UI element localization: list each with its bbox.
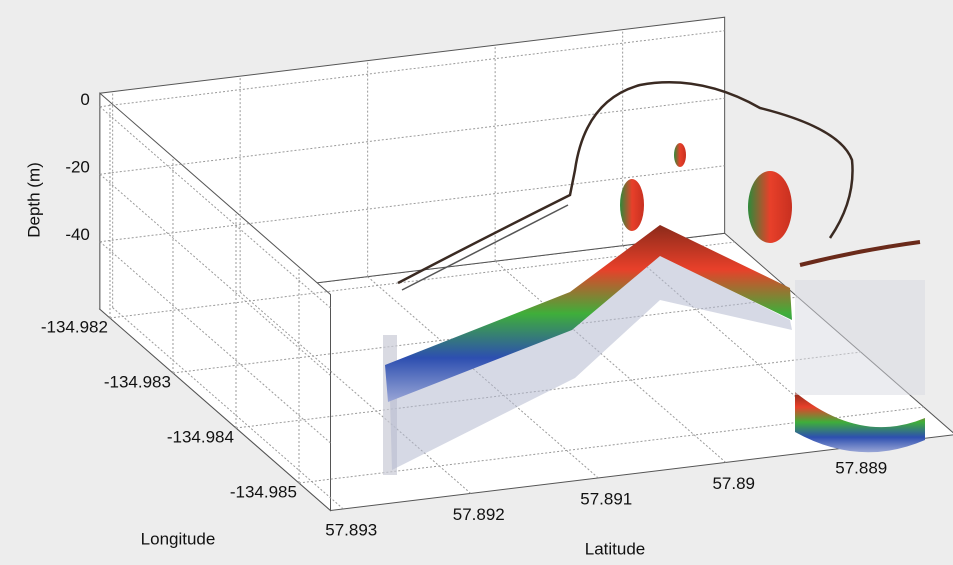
x-tick-label: 57.889 [835, 458, 887, 477]
z-axis-label: Depth (m) [24, 162, 43, 238]
y-tick-label: -134.985 [230, 482, 297, 501]
y-tick-label: -134.982 [41, 317, 108, 336]
y-axis-label: Longitude [141, 529, 216, 548]
fish-school [748, 171, 792, 243]
z-tick-label: -20 [65, 158, 90, 177]
x-tick-label: 57.89 [712, 474, 755, 493]
x-tick-label: 57.892 [453, 505, 505, 524]
y-tick-label: -134.983 [104, 372, 171, 391]
fish-school [674, 143, 686, 167]
x-axis-label: Latitude [585, 539, 646, 558]
x-tick-label: 57.893 [325, 520, 377, 539]
y-tick-label: -134.984 [167, 427, 234, 446]
fish-school [620, 179, 644, 231]
z-tick-label: -40 [65, 225, 90, 244]
chart: Depth (m) Longitude Latitude 57.893 57.89… [0, 0, 953, 565]
surface-echo [800, 242, 920, 265]
z-tick-label: 0 [80, 90, 89, 109]
speckle [795, 280, 925, 395]
x-tick-label: 57.891 [580, 489, 632, 508]
